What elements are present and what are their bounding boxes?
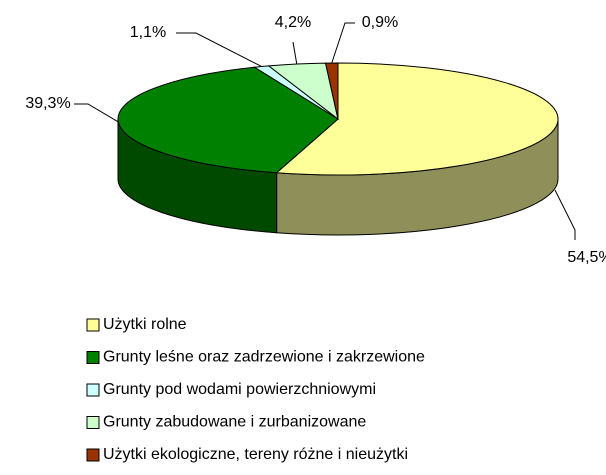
legend-swatch (86, 383, 100, 397)
data-label: 4,2% (275, 14, 311, 31)
legend-label: Grunty zabudowane i zurbanizowane (103, 414, 366, 431)
data-label: 54,5% (567, 249, 606, 266)
legend-swatch (86, 351, 100, 364)
legend-label: Użytki rolne (103, 316, 187, 333)
data-label: 1,1% (130, 24, 166, 41)
legend-swatch (86, 448, 100, 462)
data-label: 39,3% (25, 95, 70, 112)
data-label: 0,9% (362, 14, 398, 31)
pie-slice (117, 66, 339, 174)
legend-swatch (86, 416, 100, 429)
pie-slice (275, 62, 559, 176)
leader-line (74, 103, 119, 123)
leader-line (292, 41, 298, 65)
leader-line (176, 32, 262, 67)
legend-label: Użytki ekologiczne, tereny różne i nieuż… (103, 446, 408, 463)
leader-line (554, 189, 576, 240)
legend-label: Grunty pod wodami powierzchniowymi (103, 381, 376, 398)
legend-label: Grunty leśne oraz zadrzewione i zakrzewi… (103, 349, 425, 366)
leader-line (331, 22, 355, 64)
legend-swatch (86, 318, 100, 332)
